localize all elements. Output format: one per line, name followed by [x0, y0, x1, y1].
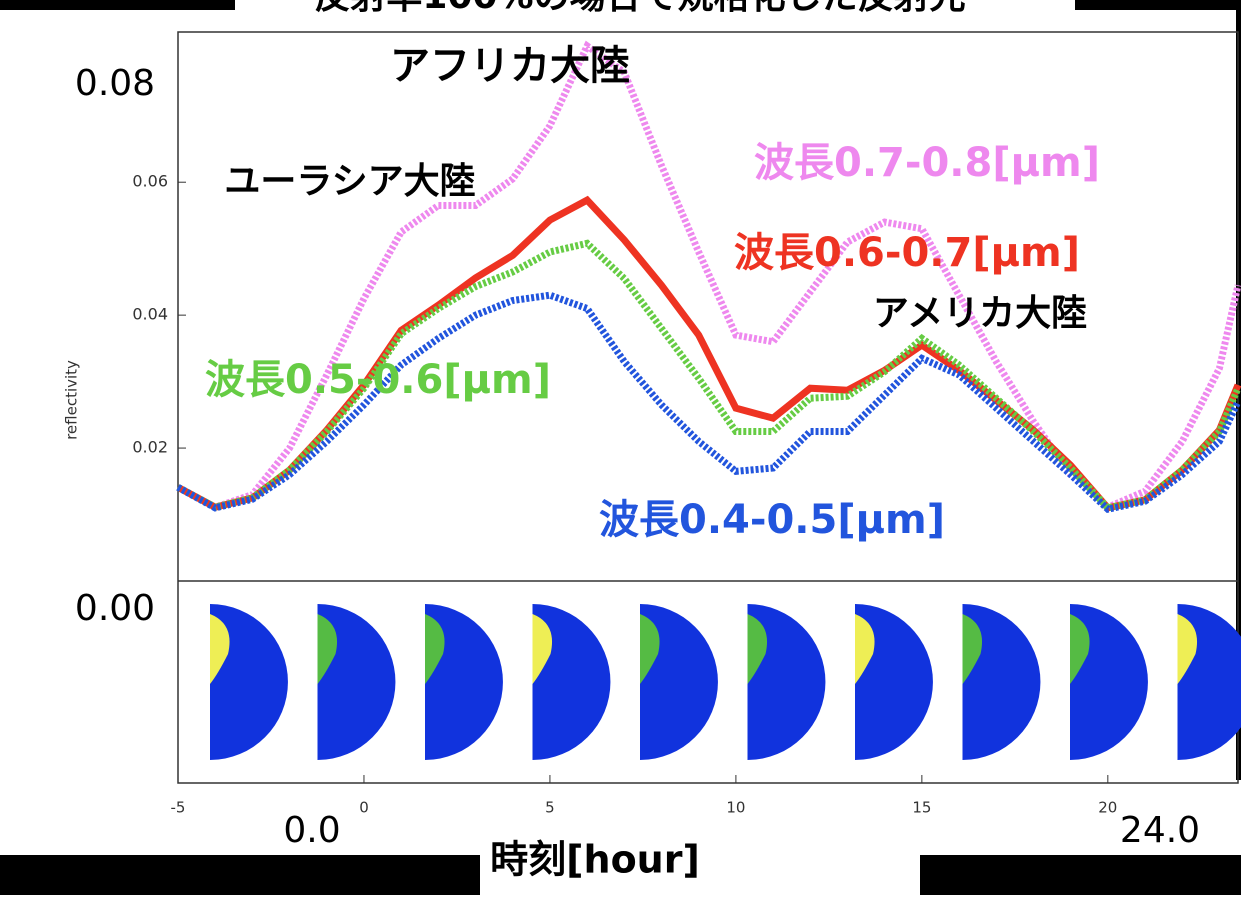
y-tick-label: 0.06 — [132, 172, 168, 191]
x-tick-label: 0 — [359, 799, 369, 817]
annotation: 24.0 — [1120, 810, 1200, 851]
x-tick-label: 15 — [912, 799, 931, 817]
frame-bar — [920, 855, 1241, 895]
annotation: アメリカ大陸 — [873, 293, 1087, 334]
chart-title: 反射率100%の場合で規格化した反射光 — [314, 0, 965, 17]
y-axis-label: reflectivity — [63, 360, 81, 440]
annotation: 0.08 — [75, 63, 155, 104]
legend-label: 波長0.4-0.5[μm] — [599, 497, 945, 543]
x-axis-label: 時刻[hour] — [490, 838, 700, 882]
frame-bar — [0, 0, 235, 10]
frame-bar — [1075, 0, 1241, 10]
x-tick-label: 20 — [1098, 799, 1117, 817]
legend-label: 波長0.6-0.7[μm] — [734, 230, 1080, 276]
y-tick-label: 0.04 — [132, 305, 168, 324]
x-tick-label: 10 — [726, 799, 745, 817]
annotation: 0.0 — [283, 810, 340, 851]
legend-label: 波長0.7-0.8[μm] — [754, 140, 1100, 186]
annotation: 0.00 — [75, 588, 155, 629]
x-tick-label: 5 — [545, 799, 555, 817]
annotation: ユーラシア大陸 — [224, 161, 475, 202]
frame-bar — [0, 855, 480, 895]
legend-label: 波長0.5-0.6[μm] — [205, 357, 551, 403]
y-tick-label: 0.02 — [132, 438, 168, 457]
chart: 反射率100%の場合で規格化した反射光 reflectivity 時刻[hour… — [0, 0, 1241, 895]
annotation: アフリカ大陸 — [390, 43, 630, 89]
x-tick-label: -5 — [171, 799, 186, 817]
